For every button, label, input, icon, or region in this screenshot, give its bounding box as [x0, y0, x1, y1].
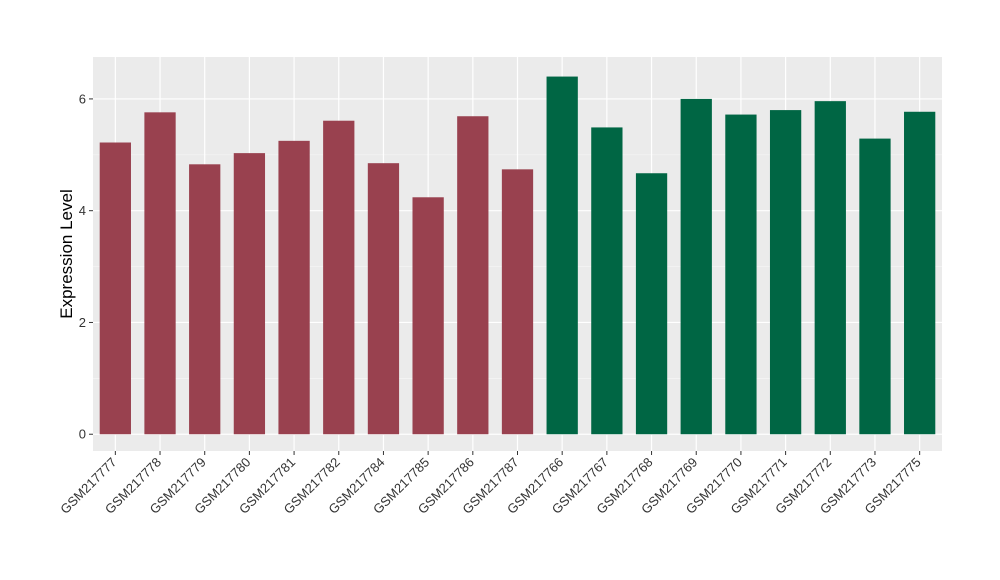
bar-GSM217785	[412, 197, 444, 435]
bar-GSM217775	[904, 111, 936, 435]
bar-GSM217773	[859, 138, 891, 435]
bar-GSM217779	[189, 164, 221, 435]
bar-GSM217766	[546, 76, 578, 435]
bar-GSM217767	[591, 127, 623, 435]
bar-GSM217781	[278, 140, 310, 435]
bar-GSM217768	[635, 173, 668, 435]
bar-GSM217769	[680, 98, 712, 435]
bar-GSM217787	[501, 169, 534, 435]
bar-GSM217784	[367, 163, 400, 435]
y-tick-label: 6	[79, 91, 86, 106]
y-axis: 0 2 4 6	[79, 91, 93, 442]
y-tick-label: 0	[79, 427, 86, 442]
bar-GSM217772	[814, 101, 846, 435]
bar-GSM217771	[769, 110, 802, 435]
bar-GSM217778	[144, 112, 176, 435]
bar-GSM217777	[99, 142, 131, 435]
y-axis-title: Expression Level	[57, 189, 76, 318]
x-axis: GSM217777GSM217778GSM217779GSM217780GSM2…	[57, 451, 924, 517]
y-tick-label: 4	[79, 203, 86, 218]
bar-GSM217780	[233, 153, 266, 435]
bar-GSM217770	[725, 114, 757, 435]
bar-GSM217782	[323, 120, 355, 435]
y-tick-label: 2	[79, 315, 86, 330]
bar-GSM217786	[457, 116, 489, 435]
bars	[99, 76, 936, 435]
